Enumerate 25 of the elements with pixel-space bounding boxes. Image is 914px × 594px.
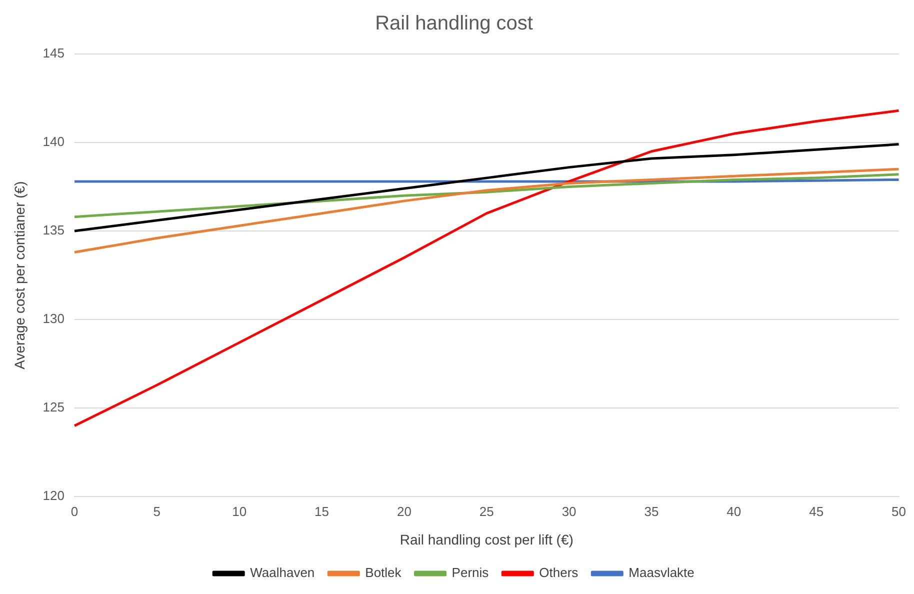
legend-label: Waalhaven — [250, 565, 315, 580]
x-tick-label: 35 — [644, 504, 659, 519]
x-tick-label: 40 — [726, 504, 742, 519]
y-axis-title: Average cost per contianer (€) — [11, 181, 28, 370]
x-tick-label: 50 — [892, 504, 906, 519]
x-tick-label: 25 — [479, 504, 494, 519]
y-tick-label: 135 — [42, 222, 64, 238]
x-tick-label: 30 — [562, 504, 576, 519]
y-tick-label: 140 — [42, 134, 64, 150]
x-tick-label: 5 — [153, 504, 161, 519]
x-tick-label: 15 — [314, 504, 330, 519]
x-tick-label: 45 — [809, 504, 824, 519]
legend-label: Maasvlakte — [628, 565, 694, 580]
y-tick-label: 130 — [42, 311, 64, 326]
x-axis-title: Rail handling cost per lift (€) — [400, 531, 574, 548]
y-tick-label: 125 — [42, 400, 64, 415]
legend-label: Others — [539, 565, 579, 580]
legend-label: Botlek — [365, 565, 402, 580]
x-tick-label: 0 — [70, 504, 78, 519]
y-tick-label: 145 — [42, 46, 64, 61]
x-tick-label: 20 — [396, 504, 412, 519]
legend-label: Pernis — [452, 565, 490, 580]
y-tick-label: 120 — [42, 488, 64, 504]
x-tick-label: 10 — [232, 504, 247, 519]
chart-title: Rail handling cost — [375, 12, 534, 35]
